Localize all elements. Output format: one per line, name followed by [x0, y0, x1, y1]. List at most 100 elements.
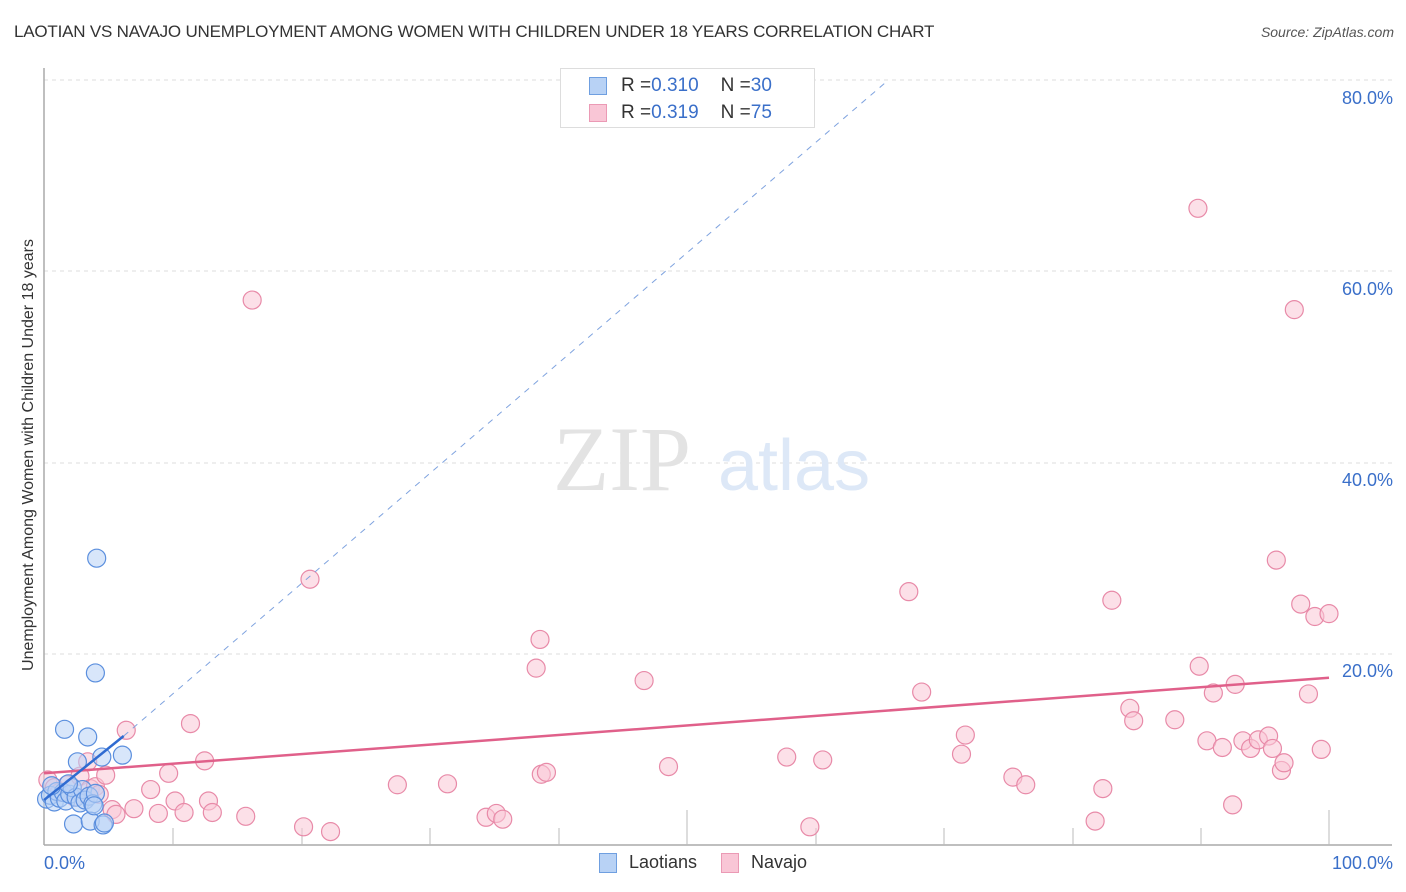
y-tick-40: 40.0% [1342, 470, 1393, 490]
laotian-point [63, 814, 84, 834]
gridlines [44, 79, 1392, 655]
navajo-point [96, 765, 116, 785]
x-tick-labels: 0.0% 100.0% [44, 853, 1393, 873]
n-label: N = [720, 75, 751, 96]
r-label: R = [621, 102, 652, 123]
navajo-point [1311, 739, 1331, 760]
legend-label-laotians: Laotians [628, 852, 698, 872]
navajo-point [634, 670, 654, 691]
laotian-point [78, 727, 98, 747]
y-tick-60: 60.0% [1342, 279, 1393, 299]
navajo-point [437, 774, 458, 794]
axes [43, 68, 1392, 846]
navajo-point [320, 822, 341, 842]
legend-item-navajo[interactable]: Navajo [721, 852, 807, 873]
navajo-point [141, 779, 161, 800]
laotians-swatch-icon [598, 852, 617, 873]
navajo-point [1189, 656, 1209, 676]
laotian-point [85, 663, 106, 683]
laotian-point [54, 719, 75, 739]
navajo-point [493, 809, 513, 829]
r-label: R = [621, 75, 652, 96]
navajo-swatch-icon [589, 104, 607, 122]
navajo-point [1203, 683, 1223, 703]
r-value: 0.319 [651, 102, 699, 123]
navajo-point [530, 629, 550, 650]
navajo-point [242, 290, 262, 310]
navajo-point [1102, 590, 1122, 610]
y-tick-20: 20.0% [1342, 661, 1393, 681]
laotian-point [94, 813, 114, 833]
navajo-point [1291, 594, 1311, 614]
navajo-swatch-icon [721, 852, 740, 873]
navajo-point [1212, 737, 1232, 758]
navajo-point [899, 582, 919, 602]
navajo-point [300, 569, 320, 589]
source-credit: Source: ZipAtlas.com [1260, 24, 1394, 40]
n-value: 75 [750, 102, 772, 123]
legend-label-navajo: Navajo [751, 852, 808, 872]
navajo-point [159, 763, 179, 783]
laotian-point [92, 747, 112, 767]
navajo-point [1274, 753, 1294, 773]
navajo-points [38, 198, 1339, 842]
navajo-point [1124, 711, 1144, 731]
navajo-point [180, 713, 201, 734]
navajo-point [1093, 778, 1113, 799]
navajo-point [124, 799, 144, 819]
navajo-trend-line [43, 676, 1330, 775]
svg-text:atlas: atlas [718, 426, 870, 506]
navajo-point [387, 775, 407, 795]
navajo-point [1284, 300, 1304, 320]
navajo-point [1266, 550, 1286, 570]
laotians-trend-extension [123, 79, 889, 737]
navajo-point [1319, 604, 1339, 624]
svg-text:ZIP: ZIP [553, 408, 691, 510]
navajo-point [813, 750, 833, 770]
navajo-point [1223, 795, 1243, 815]
navajo-point [536, 762, 557, 782]
trend-lines [43, 79, 1330, 802]
chart-title: LAOTIAN VS NAVAJO UNEMPLOYMENT AMONG WOM… [14, 22, 935, 41]
laotian-point [87, 548, 107, 568]
navajo-point [1085, 811, 1105, 831]
navajo-point [116, 720, 136, 740]
laotian-points [36, 548, 132, 835]
y-tick-80: 80.0% [1342, 88, 1393, 108]
navajo-point [1262, 738, 1283, 759]
navajo-point [951, 744, 972, 764]
laotian-point [84, 796, 104, 816]
navajo-point [800, 817, 820, 837]
navajo-point [658, 757, 679, 777]
navajo-point [174, 802, 194, 823]
navajo-point [912, 682, 932, 702]
series-legend: Laotians Navajo [0, 852, 1406, 873]
legend-item-laotians[interactable]: Laotians [598, 852, 698, 873]
navajo-point [1298, 684, 1319, 704]
n-label: N = [720, 102, 751, 123]
zipatlas-watermark: ZIP atlas [553, 408, 870, 510]
navajo-point [1016, 775, 1036, 795]
correlation-legend: R = 0.310 N = 30 R = 0.319 N = 75 [560, 68, 815, 128]
laotians-swatch-icon [589, 77, 607, 95]
navajo-point [148, 803, 168, 824]
r-value: 0.310 [651, 75, 699, 96]
n-value: 30 [750, 75, 772, 96]
legend-row-laotians: R = 0.310 N = 30 [589, 75, 772, 97]
navajo-point [202, 802, 222, 823]
navajo-point [236, 806, 256, 826]
laotian-point [42, 776, 62, 796]
laotian-point [58, 774, 79, 794]
navajo-point [1188, 198, 1208, 218]
navajo-point [955, 725, 975, 745]
navajo-point [1165, 710, 1185, 730]
legend-row-navajo: R = 0.319 N = 75 [589, 102, 772, 124]
laotian-point [112, 745, 132, 765]
navajo-point [526, 658, 546, 678]
navajo-point [293, 817, 314, 837]
laotians-trend-line [43, 735, 125, 802]
x-tick-100: 100.0% [1332, 853, 1393, 873]
x-tick-0: 0.0% [44, 853, 85, 873]
x-ticks [172, 810, 1330, 845]
